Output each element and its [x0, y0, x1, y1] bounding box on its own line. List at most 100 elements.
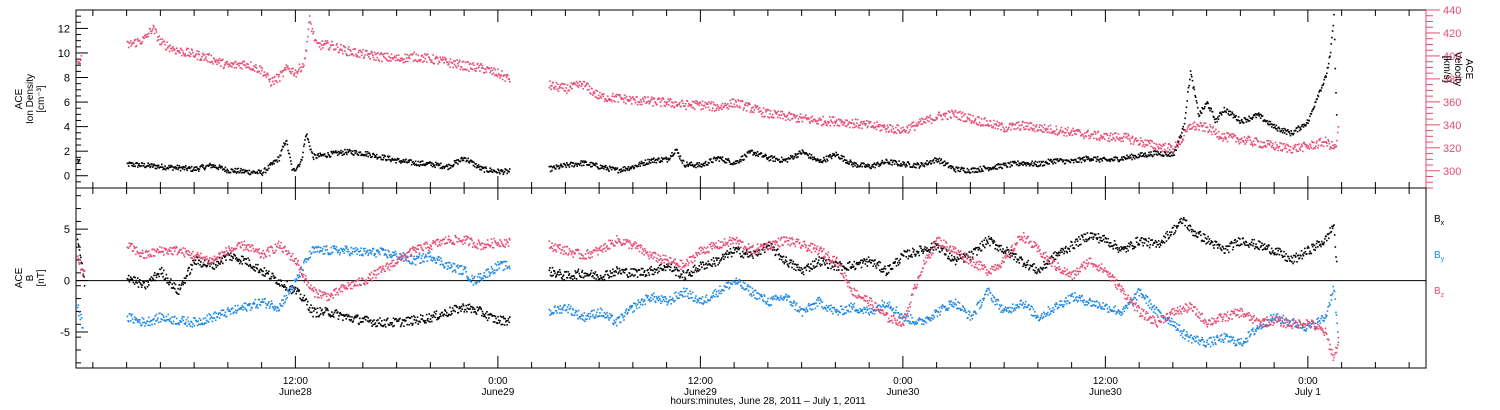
data-point [471, 68, 474, 71]
data-point [224, 256, 226, 259]
data-point [266, 271, 269, 274]
data-point [1009, 166, 1011, 168]
data-point [359, 317, 361, 320]
data-point [429, 162, 432, 164]
data-point [834, 265, 836, 268]
data-point [136, 162, 138, 164]
data-point [702, 164, 704, 167]
data-point [662, 98, 665, 100]
data-point [1274, 126, 1276, 128]
data-point [864, 166, 867, 168]
data-point [797, 263, 799, 266]
data-point [1166, 155, 1168, 157]
data-point [788, 112, 790, 115]
data-point [1247, 120, 1250, 122]
data-point [476, 306, 479, 308]
data-point [492, 69, 494, 71]
data-point [258, 269, 260, 272]
data-point [612, 274, 615, 277]
data-point [1263, 141, 1266, 144]
data-point [833, 124, 835, 127]
data-point [960, 119, 962, 121]
data-point [167, 167, 170, 170]
data-point [554, 272, 556, 275]
data-point [442, 315, 445, 317]
data-point [1285, 143, 1288, 146]
data-point [160, 166, 162, 168]
data-point [873, 127, 875, 129]
data-point [863, 162, 865, 165]
data-point [468, 308, 470, 310]
data-point [738, 160, 741, 163]
data-point [858, 124, 860, 126]
data-point [642, 267, 644, 270]
data-point [471, 160, 474, 163]
data-point [150, 32, 153, 35]
data-point [1272, 146, 1275, 149]
data-point [590, 93, 592, 95]
data-point [131, 164, 133, 167]
data-point [662, 97, 664, 99]
data-point [475, 163, 477, 165]
data-point [849, 161, 851, 163]
data-point [1242, 140, 1244, 142]
data-point [974, 117, 977, 120]
data-point [166, 281, 168, 284]
data-point [1324, 76, 1326, 79]
data-point [178, 284, 181, 286]
data-point [908, 163, 911, 166]
data-point [185, 167, 188, 170]
data-point [1138, 144, 1141, 146]
data-point [644, 96, 647, 99]
data-point [1156, 154, 1159, 156]
data-point [924, 118, 926, 121]
data-point [871, 164, 874, 166]
data-point [157, 36, 159, 38]
data-point [1232, 116, 1235, 119]
data-point [894, 261, 896, 263]
data-point [719, 106, 722, 109]
data-point [1198, 125, 1201, 128]
data-point [188, 51, 191, 54]
data-point [472, 306, 475, 309]
data-point [225, 63, 227, 65]
data-point [549, 85, 552, 87]
data-point [400, 160, 403, 162]
data-point [144, 35, 146, 37]
data-point [418, 165, 421, 167]
data-point [957, 118, 959, 121]
data-point [767, 156, 770, 159]
data-point [619, 171, 622, 173]
data-point [1209, 109, 1211, 112]
data-point [405, 317, 408, 319]
data-point [255, 67, 258, 69]
data-point [654, 101, 656, 103]
data-point [1144, 152, 1146, 154]
data-point [694, 102, 697, 104]
data-point [278, 159, 281, 162]
data-point [381, 320, 383, 322]
data-point [1049, 159, 1052, 162]
data-point [203, 168, 206, 171]
data-point [347, 151, 349, 154]
data-point [390, 322, 392, 324]
data-point [445, 165, 447, 167]
data-point [968, 251, 970, 253]
data-point [1132, 154, 1134, 157]
data-point [597, 97, 599, 100]
data-point [720, 104, 723, 107]
data-point [1008, 162, 1011, 165]
data-point [201, 52, 204, 55]
data-point [297, 288, 299, 291]
data-point [288, 289, 290, 292]
data-point [506, 172, 508, 175]
data-point [1298, 126, 1300, 128]
data-point [1272, 142, 1274, 145]
data-point [190, 263, 192, 266]
data-point [336, 154, 339, 157]
data-point [918, 254, 921, 257]
data-point [1030, 127, 1032, 129]
data-point [921, 117, 923, 120]
data-point [1126, 157, 1129, 160]
data-point [722, 255, 724, 258]
